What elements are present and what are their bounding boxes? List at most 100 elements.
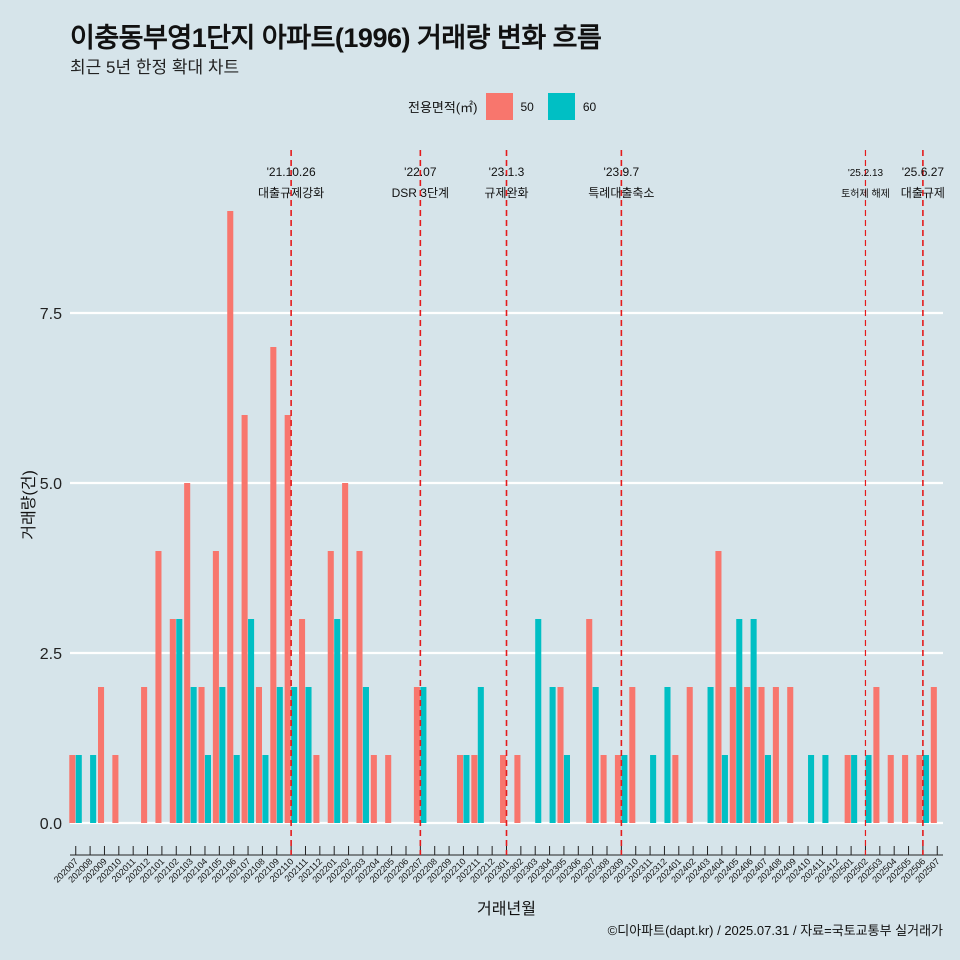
- event-date: '21.10.26: [267, 165, 316, 179]
- bar-50-202201: [327, 551, 334, 823]
- bar-60-202411: [822, 755, 829, 823]
- legend: 전용면적(㎡) 50 60: [408, 93, 610, 120]
- bar-50-202507: [930, 687, 937, 823]
- bar-50-202307: [586, 619, 593, 823]
- bar-60-202311: [650, 755, 657, 823]
- bar-60-202506: [922, 755, 929, 823]
- bar-50-202109: [270, 347, 277, 823]
- bar-60-202008: [90, 755, 97, 823]
- y-axis-title: 거래량(건): [20, 470, 38, 540]
- bar-50-202301: [500, 755, 507, 823]
- bar-60-202007: [75, 755, 82, 823]
- bar-50-202103: [184, 483, 191, 823]
- x-axis-title: 거래년월: [477, 900, 536, 918]
- chart-subtitle: 최근 5년 한정 확대 차트: [70, 58, 240, 77]
- chart-title: 이충동부영1단지 아파트(1996) 거래량 변화 흐름: [70, 23, 602, 53]
- bar-50-202505: [902, 755, 909, 823]
- bar-50-202211: [471, 755, 478, 823]
- bar-50-202409: [787, 687, 794, 823]
- bar-50-202309: [614, 755, 621, 823]
- bar-50-202106: [227, 211, 234, 823]
- bar-50-202012: [141, 687, 148, 823]
- bar-60-202110: [291, 687, 298, 823]
- bar-50-202305: [557, 687, 564, 823]
- bar-60-202309: [621, 755, 628, 823]
- bar-60-202108: [262, 755, 269, 823]
- bar-60-202303: [535, 619, 542, 823]
- bar-60-202102: [176, 619, 183, 823]
- bar-60-202103: [190, 687, 197, 823]
- bar-50-202308: [600, 755, 607, 823]
- y-tick-label: 0.0: [40, 816, 62, 833]
- bar-50-202401: [672, 755, 679, 823]
- bar-50-202407: [758, 687, 765, 823]
- y-tick-label: 5.0: [40, 476, 62, 493]
- event-label: 특례대출축소: [588, 186, 654, 200]
- bar-60-202312: [664, 687, 671, 823]
- bar-60-202109: [276, 687, 283, 823]
- bar-60-202305: [563, 755, 570, 823]
- bar-50-202108: [255, 687, 263, 823]
- bar-60-202304: [549, 687, 556, 823]
- bar-50-202406: [744, 687, 751, 823]
- event-date: '23.9.7: [604, 165, 640, 179]
- bar-50-202203: [356, 551, 363, 823]
- bar-50-202205: [385, 755, 392, 823]
- bar-50-202310: [629, 687, 636, 823]
- event-label: DSR 3단계: [392, 186, 449, 200]
- legend-label-50: 50: [520, 99, 534, 114]
- bar-50-202405: [729, 687, 736, 823]
- bar-50-202207: [413, 687, 420, 823]
- y-tick-label: 7.5: [40, 306, 62, 323]
- bar-50-202009: [97, 687, 105, 823]
- bar-60-202104: [204, 755, 212, 823]
- bar-50-202101: [155, 551, 162, 823]
- bar-50-202110: [284, 415, 291, 823]
- legend-key-60: [547, 93, 575, 120]
- bar-60-202106: [233, 755, 240, 823]
- bar-60-202403: [707, 687, 714, 823]
- bar-50-202102: [169, 619, 176, 823]
- legend-key-50: [485, 93, 513, 120]
- bar-60-202405: [736, 619, 743, 823]
- bar-50-202402: [686, 687, 693, 823]
- bar-60-202404: [721, 755, 728, 823]
- legend-label-60: 60: [582, 99, 597, 114]
- bar-50-202104: [198, 687, 205, 823]
- source-caption: ©디아파트(dapt.kr) / 2025.07.31 / 자료=국토교통부 실…: [607, 923, 943, 938]
- bar-50-202010: [112, 755, 119, 823]
- bar-60-202406: [750, 619, 757, 823]
- event-date: '22.07: [404, 165, 437, 179]
- bar-50-202210: [456, 755, 464, 823]
- event-label: 대출규제: [901, 186, 945, 200]
- bar-50-202202: [342, 483, 349, 823]
- bar-60-202207: [420, 687, 427, 823]
- bar-50-202111: [299, 619, 306, 823]
- bar-60-202203: [362, 687, 369, 823]
- bar-50-202107: [241, 415, 248, 823]
- bar-50-202501: [844, 755, 851, 823]
- bar-60-202211: [477, 687, 484, 823]
- event-date: '25.2.13: [848, 168, 884, 179]
- bar-60-202107: [248, 619, 255, 823]
- bar-60-202105: [219, 687, 226, 823]
- bar-60-202410: [808, 755, 815, 823]
- bar-60-202407: [764, 755, 772, 823]
- y-tick-label: 2.5: [40, 646, 62, 663]
- bar-60-202501: [851, 755, 858, 823]
- bar-50-202408: [772, 687, 779, 823]
- bar-50-202302: [514, 755, 521, 823]
- bar-50-202404: [715, 551, 722, 823]
- bar-50-202503: [873, 687, 880, 823]
- bar-60-202210: [463, 755, 470, 823]
- legend-title: 전용면적(㎡): [408, 100, 478, 115]
- bar-60-202307: [592, 687, 599, 823]
- bar-50-202506: [916, 755, 923, 823]
- bar-50-202112: [313, 755, 320, 823]
- event-date: '25.6.27: [902, 165, 945, 179]
- bar-50-202007: [69, 755, 76, 823]
- bar-50-202504: [887, 755, 894, 823]
- event-label: 규제완화: [484, 186, 528, 200]
- bar-60-202201: [334, 619, 341, 823]
